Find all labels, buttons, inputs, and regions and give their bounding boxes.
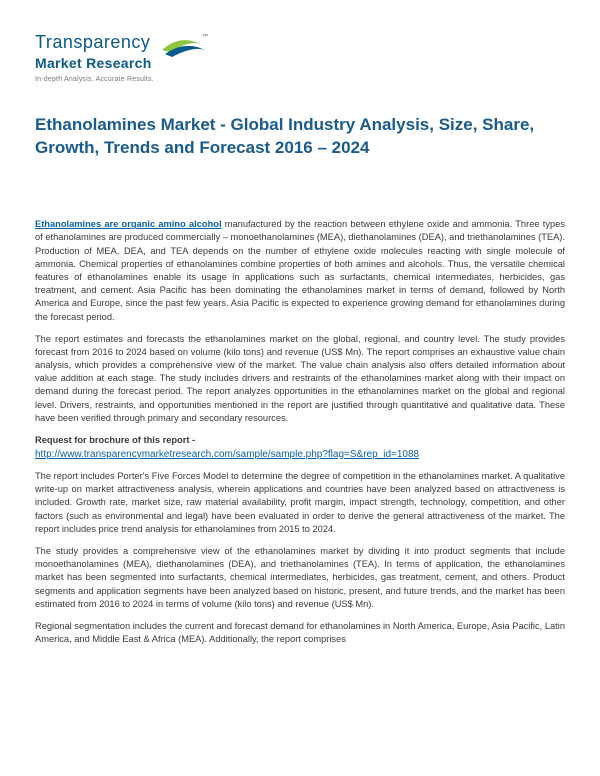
paragraph-3: The report includes Porter's Five Forces… — [35, 470, 565, 536]
intro-link[interactable]: Ethanolamines are organic amino alcohol — [35, 219, 222, 229]
logo-tagline: In-depth Analysis. Accurate Results. — [35, 75, 215, 84]
logo-swoosh-icon: ™ — [160, 32, 215, 62]
paragraph-4: The study provides a comprehensive view … — [35, 545, 565, 611]
para1-text: manufactured by the reaction between eth… — [35, 219, 565, 321]
brochure-block: Request for brochure of this report - ht… — [35, 434, 565, 461]
svg-text:™: ™ — [202, 33, 208, 40]
paragraph-2: The report estimates and forecasts the e… — [35, 333, 565, 425]
paragraph-5: Regional segmentation includes the curre… — [35, 620, 565, 646]
brochure-label: Request for brochure of this report - — [35, 435, 195, 445]
report-title: Ethanolamines Market - Global Industry A… — [35, 113, 565, 161]
paragraph-1: Ethanolamines are organic amino alcohol … — [35, 218, 565, 324]
company-logo: ™ Transparency Market Research In-depth … — [35, 30, 215, 85]
brochure-link[interactable]: http://www.transparencymarketresearch.co… — [35, 449, 419, 460]
